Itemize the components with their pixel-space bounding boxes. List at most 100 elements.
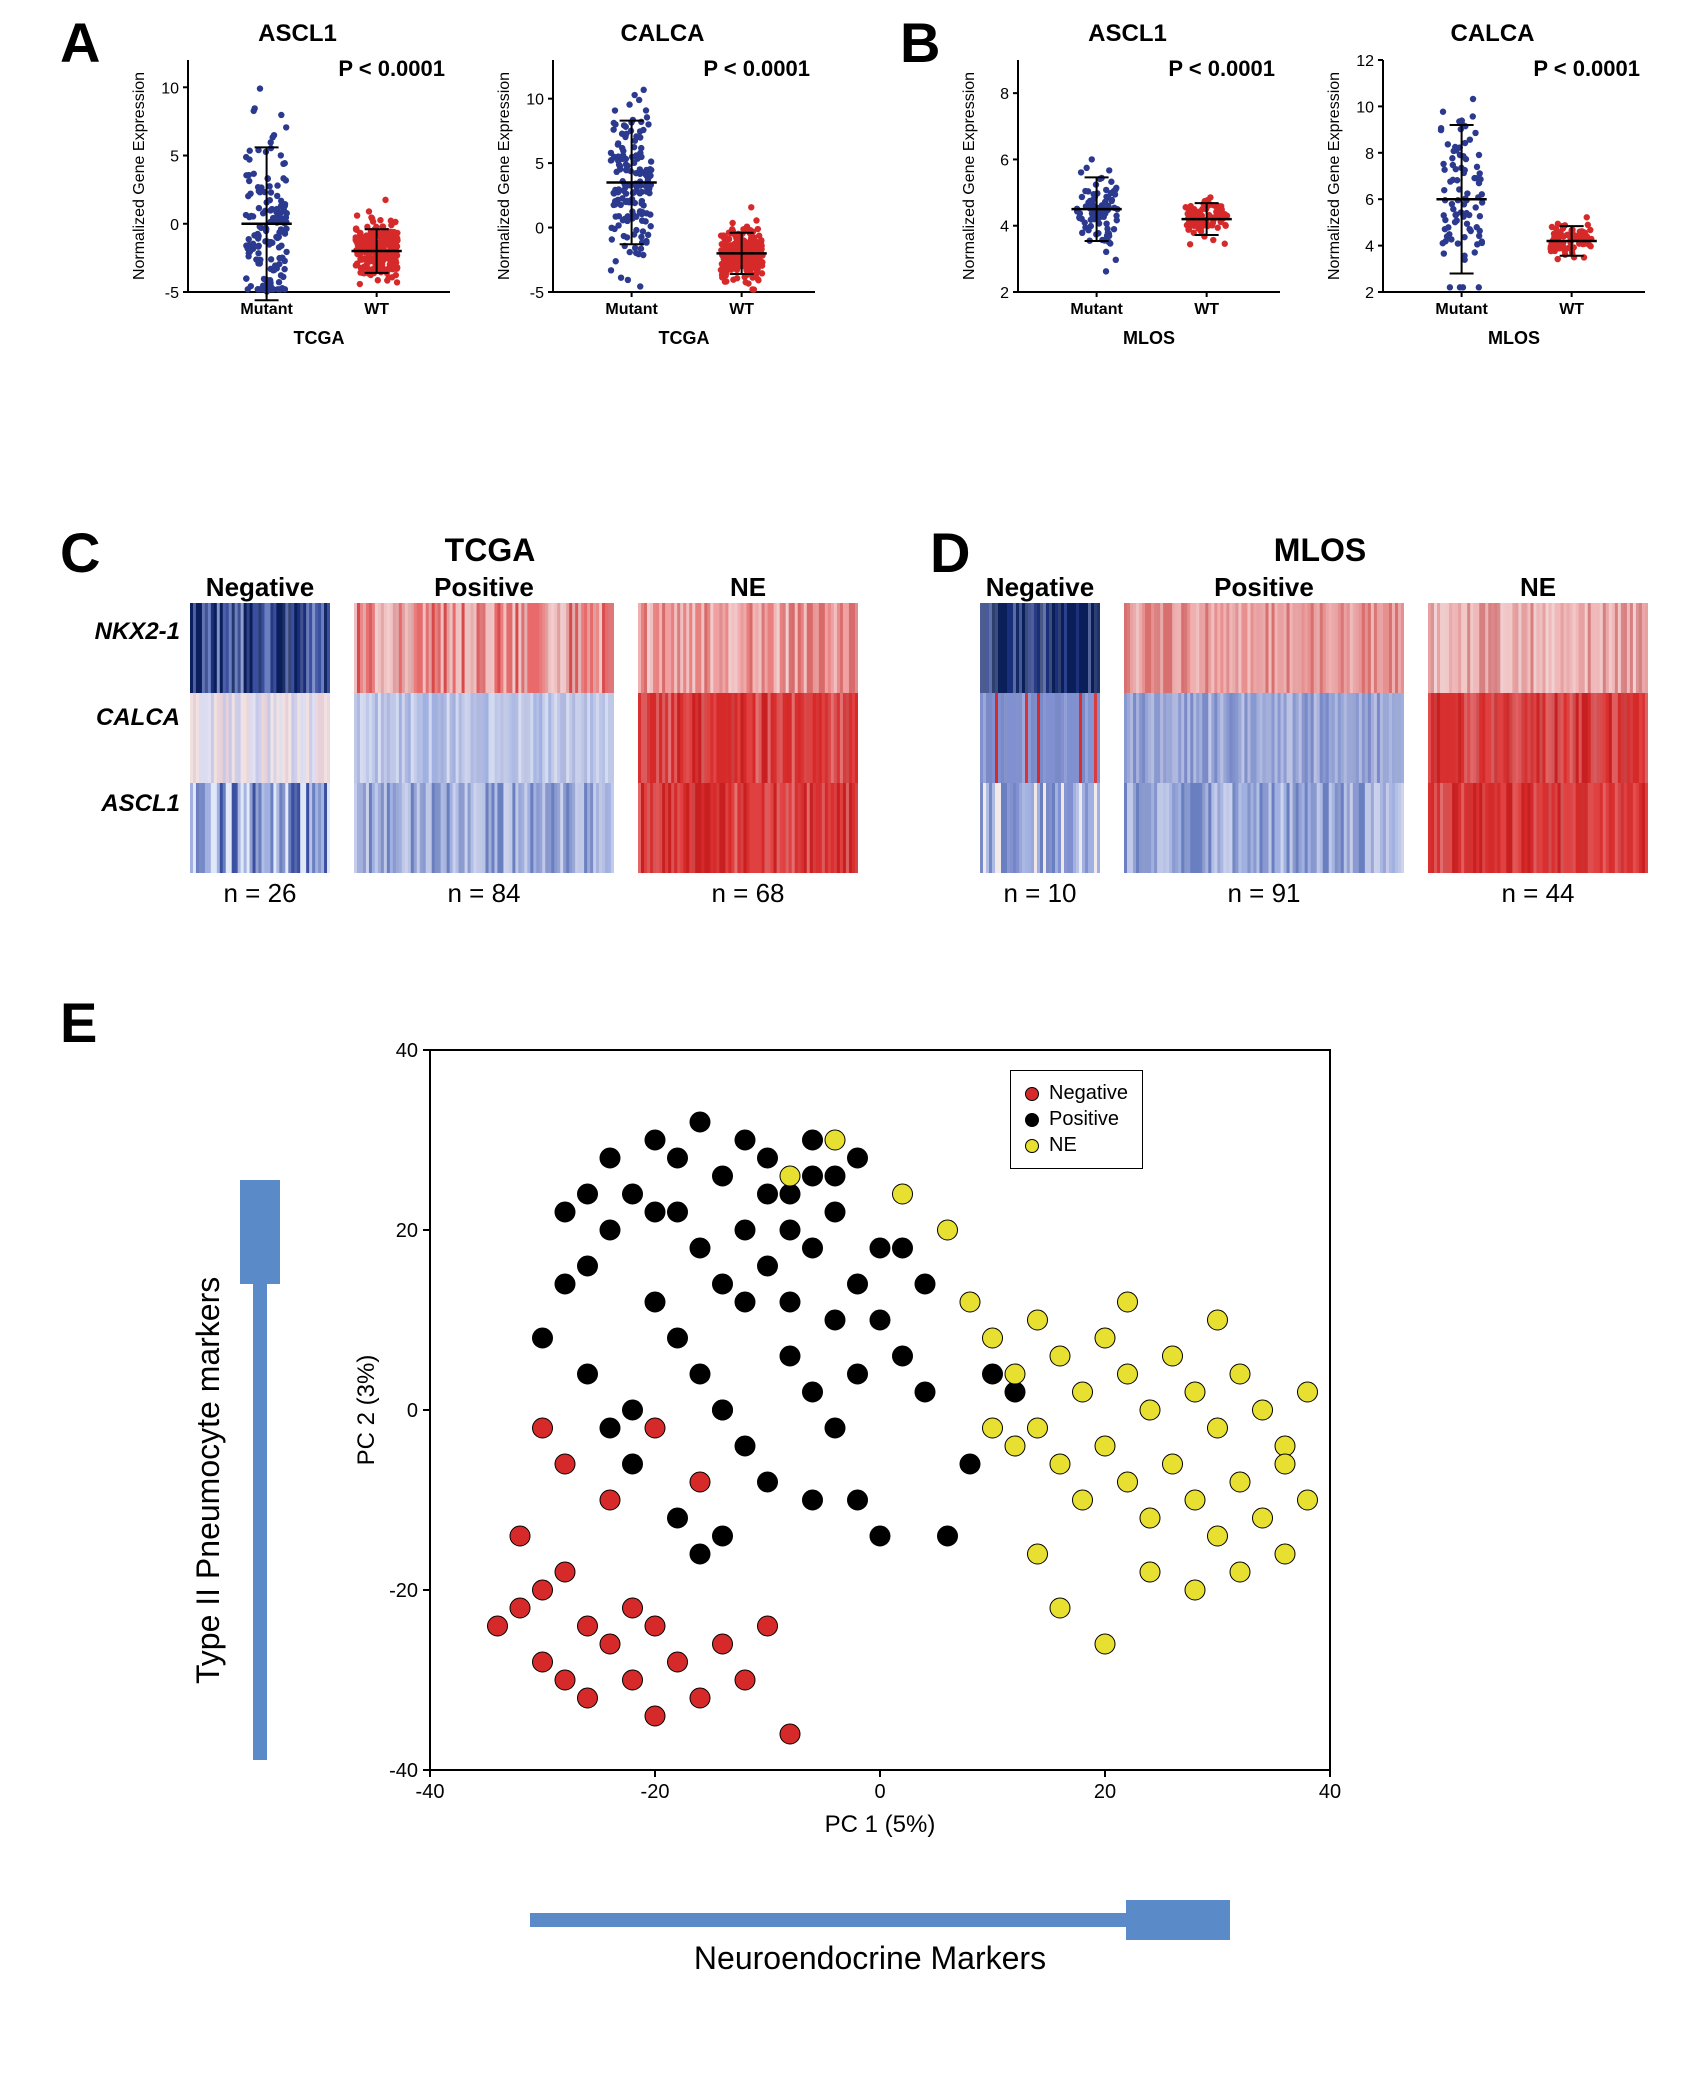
strip-chart-svg: 2 4 6 8 10 12 Normalized Gene Expression Mutant… [1325, 50, 1655, 350]
svg-text:4: 4 [1000, 219, 1009, 236]
svg-text:WT: WT [729, 301, 754, 318]
svg-text:12: 12 [1356, 53, 1374, 70]
panel-c-container: TCGA NKX2-1 CALCA ASCL1 Negative n = 26 … [100, 540, 880, 960]
x-arrow-icon [510, 1900, 1230, 1940]
svg-text:-5: -5 [530, 285, 544, 302]
svg-text:-20: -20 [389, 1580, 418, 1602]
n-label: n = 44 [1428, 878, 1648, 909]
row-label: CALCA [80, 704, 180, 732]
panel-b-label: B [900, 10, 940, 75]
svg-text:5: 5 [535, 156, 544, 173]
heatmap-block-svg [354, 603, 614, 873]
legend-dot-icon [1025, 1113, 1039, 1127]
legend-dot-icon [1025, 1087, 1039, 1101]
panel-d-container: MLOS Negative n = 10 Positive n = 91 NE … [960, 540, 1680, 960]
svg-text:Normalized Gene Expression: Normalized Gene Expression [1326, 72, 1343, 280]
svg-text:0: 0 [874, 1781, 885, 1803]
x-arrow-label: Neuroendocrine Markers [510, 1940, 1230, 1977]
panel-b-chart-calca: CALCA P < 0.0001 24681012Normalized Gene… [1325, 20, 1660, 360]
heatmap-block-svg [190, 603, 330, 873]
chart-title: CALCA [1325, 20, 1660, 48]
svg-text:WT: WT [364, 301, 389, 318]
heatmap-block-svg [638, 603, 858, 873]
panel-a-container: ASCL1 P < 0.0001 -50510Normalized Gene E… [130, 20, 830, 360]
svg-text:Mutant: Mutant [1435, 301, 1488, 318]
chart-title: ASCL1 [130, 20, 465, 48]
legend-item: Negative [1025, 1082, 1128, 1105]
legend: Negative Positive NE [1010, 1070, 1143, 1169]
svg-text:2: 2 [1000, 285, 1009, 302]
svg-text:8: 8 [1365, 146, 1374, 163]
heatmap-col-neg: Negative n = 26 [190, 572, 330, 909]
legend-item: Positive [1025, 1108, 1128, 1131]
svg-text:6: 6 [1000, 152, 1009, 169]
col-title: NE [638, 572, 858, 603]
legend-item: NE [1025, 1134, 1128, 1157]
panel-e-container: Type II Pneumocyte markers -40-2002040-4… [250, 1030, 1450, 2030]
panel-e-label: E [60, 990, 97, 1055]
svg-text:5: 5 [170, 149, 179, 166]
heatmap-columns: Negative n = 26 Positive n = 84 NE n = 6… [190, 572, 880, 909]
svg-text:20: 20 [1094, 1781, 1116, 1803]
heatmap-col-pos: Positive n = 84 [354, 572, 614, 909]
svg-text:8: 8 [1000, 86, 1009, 103]
svg-text:Normalized Gene Expression: Normalized Gene Expression [131, 72, 148, 280]
n-label: n = 91 [1124, 878, 1404, 909]
y-arrow-label: Type II Pneumocyte markers [190, 1180, 227, 1780]
row-label: NKX2-1 [80, 618, 180, 646]
heatmap-block-svg [1428, 603, 1648, 873]
n-label: n = 10 [980, 878, 1100, 909]
strip-chart-svg: -50510Normalized Gene ExpressionMutantWT… [130, 50, 460, 350]
legend-label: Positive [1049, 1108, 1119, 1131]
heatmap-block-svg [980, 603, 1100, 873]
svg-text:MLOS: MLOS [1123, 328, 1175, 348]
col-title: NE [1428, 572, 1648, 603]
svg-text:-20: -20 [641, 1781, 670, 1803]
svg-text:Normalized Gene Expression: Normalized Gene Expression [496, 72, 513, 280]
heatmap-columns: Negative n = 10 Positive n = 91 NE n = 4… [980, 572, 1680, 909]
svg-text:10: 10 [1356, 99, 1374, 116]
svg-text:WT: WT [1194, 301, 1219, 318]
chart-title: ASCL1 [960, 20, 1295, 48]
legend-dot-icon [1025, 1139, 1039, 1153]
svg-text:Mutant: Mutant [1070, 301, 1123, 318]
svg-text:WT: WT [1559, 301, 1584, 318]
scatter-plot-svg: -40-2002040-40-2002040PC 1 (5%)PC 2 (3%) [350, 1030, 1350, 1850]
col-title: Positive [1124, 572, 1404, 603]
cohort-title: TCGA [100, 532, 880, 569]
strip-chart-svg: 2 4 6 8 Normalized Gene Expression Mutant WT ML… [960, 50, 1290, 350]
svg-text:40: 40 [396, 1040, 418, 1062]
heatmap-col-ne: NE n = 44 [1428, 572, 1648, 909]
svg-text:20: 20 [396, 1220, 418, 1242]
heatmap-col-neg: Negative n = 10 [980, 572, 1100, 909]
n-label: n = 68 [638, 878, 858, 909]
svg-text:-5: -5 [165, 285, 179, 302]
heatmap-col-pos: Positive n = 91 [1124, 572, 1404, 909]
svg-text:10: 10 [161, 80, 179, 97]
n-label: n = 26 [190, 878, 330, 909]
svg-text:TCGA: TCGA [294, 328, 345, 348]
panel-a-label: A [60, 10, 100, 75]
svg-text:Mutant: Mutant [605, 301, 658, 318]
col-title: Positive [354, 572, 614, 603]
svg-text:0: 0 [535, 221, 544, 238]
svg-text:-40: -40 [416, 1781, 445, 1803]
svg-text:4: 4 [1365, 239, 1374, 256]
n-label: n = 84 [354, 878, 614, 909]
svg-text:0: 0 [170, 217, 179, 234]
heatmap-block-svg [1124, 603, 1404, 873]
legend-label: Negative [1049, 1082, 1128, 1105]
svg-text:TCGA: TCGA [659, 328, 710, 348]
panel-c-label: C [60, 520, 100, 585]
svg-text:Normalized Gene Expression: Normalized Gene Expression [961, 72, 978, 280]
cohort-title: MLOS [960, 532, 1680, 569]
svg-text:40: 40 [1319, 1781, 1341, 1803]
svg-text:PC 2 (3%): PC 2 (3%) [353, 1355, 380, 1466]
panel-a-chart-ascl1: ASCL1 P < 0.0001 -50510Normalized Gene E… [130, 20, 465, 360]
legend-label: NE [1049, 1134, 1077, 1157]
col-title: Negative [190, 572, 330, 603]
svg-text:2: 2 [1365, 285, 1374, 302]
svg-text:6: 6 [1365, 192, 1374, 209]
panel-b-chart-ascl1: ASCL1 P < 0.0001 2468Normalized Gene Exp… [960, 20, 1295, 360]
heatmap-row-labels: NKX2-1 CALCA ASCL1 [80, 618, 180, 818]
